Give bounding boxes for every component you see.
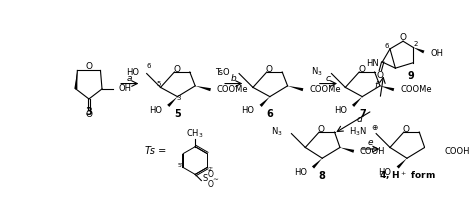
- Text: 5': 5': [177, 163, 183, 168]
- Text: TsO: TsO: [215, 68, 230, 77]
- Polygon shape: [352, 97, 362, 107]
- Polygon shape: [74, 71, 77, 89]
- Text: N$_3$: N$_3$: [271, 126, 282, 138]
- Text: 5: 5: [156, 81, 160, 87]
- Text: O: O: [208, 180, 213, 189]
- Text: O: O: [85, 110, 92, 119]
- Text: HO: HO: [241, 106, 255, 115]
- Polygon shape: [312, 158, 322, 169]
- Text: O: O: [173, 65, 180, 74]
- Text: 3: 3: [177, 95, 181, 101]
- Text: 6: 6: [266, 109, 273, 119]
- Text: 5: 5: [174, 109, 181, 119]
- Text: COOH: COOH: [445, 147, 470, 156]
- Text: O: O: [358, 65, 365, 74]
- Text: HN: HN: [366, 59, 378, 68]
- Text: N$_3$: N$_3$: [310, 66, 322, 78]
- Polygon shape: [340, 147, 354, 153]
- Text: O: O: [265, 65, 273, 74]
- Text: c: c: [326, 74, 331, 83]
- Text: $\sim$: $\sim$: [211, 175, 219, 181]
- Polygon shape: [413, 47, 425, 53]
- Text: HO: HO: [379, 168, 392, 177]
- Text: O: O: [318, 125, 325, 134]
- Text: COOH: COOH: [360, 147, 385, 156]
- Text: 4, H$^+$ form: 4, H$^+$ form: [379, 170, 435, 182]
- Polygon shape: [260, 97, 270, 107]
- Text: 9: 9: [408, 71, 414, 81]
- Text: HO: HO: [334, 106, 347, 115]
- Text: d: d: [356, 115, 362, 124]
- Text: COOMe: COOMe: [400, 85, 432, 94]
- Text: HO: HO: [149, 106, 162, 115]
- Text: 6: 6: [147, 63, 151, 69]
- Text: f: f: [374, 81, 378, 90]
- Text: S: S: [202, 174, 208, 183]
- Text: HO: HO: [126, 68, 139, 77]
- Text: e: e: [368, 138, 374, 147]
- Polygon shape: [288, 86, 303, 91]
- Text: Ts =: Ts =: [145, 146, 166, 155]
- Polygon shape: [380, 86, 394, 91]
- Text: O: O: [400, 33, 407, 42]
- Text: 2': 2': [207, 167, 213, 172]
- Text: O: O: [208, 170, 213, 179]
- Text: HO: HO: [294, 168, 307, 177]
- Polygon shape: [195, 86, 211, 91]
- Text: 8: 8: [319, 171, 326, 181]
- Text: O: O: [85, 62, 92, 71]
- Text: COOMe: COOMe: [217, 85, 248, 94]
- Polygon shape: [167, 97, 177, 107]
- Text: H$_3$N: H$_3$N: [349, 126, 367, 138]
- Text: 3: 3: [85, 107, 92, 117]
- Text: 6: 6: [385, 43, 389, 49]
- Text: 7: 7: [359, 109, 365, 119]
- Text: 2: 2: [414, 41, 419, 47]
- Polygon shape: [397, 158, 407, 169]
- Text: a: a: [127, 74, 133, 83]
- Text: OH: OH: [430, 49, 443, 58]
- Text: CH$_3$: CH$_3$: [186, 127, 204, 140]
- Text: COOMe: COOMe: [309, 85, 341, 94]
- Polygon shape: [425, 147, 439, 153]
- Text: OH: OH: [119, 84, 132, 94]
- Text: O: O: [376, 71, 383, 80]
- Text: b: b: [231, 74, 237, 83]
- Text: $\oplus$: $\oplus$: [371, 123, 378, 132]
- Text: O: O: [403, 125, 410, 134]
